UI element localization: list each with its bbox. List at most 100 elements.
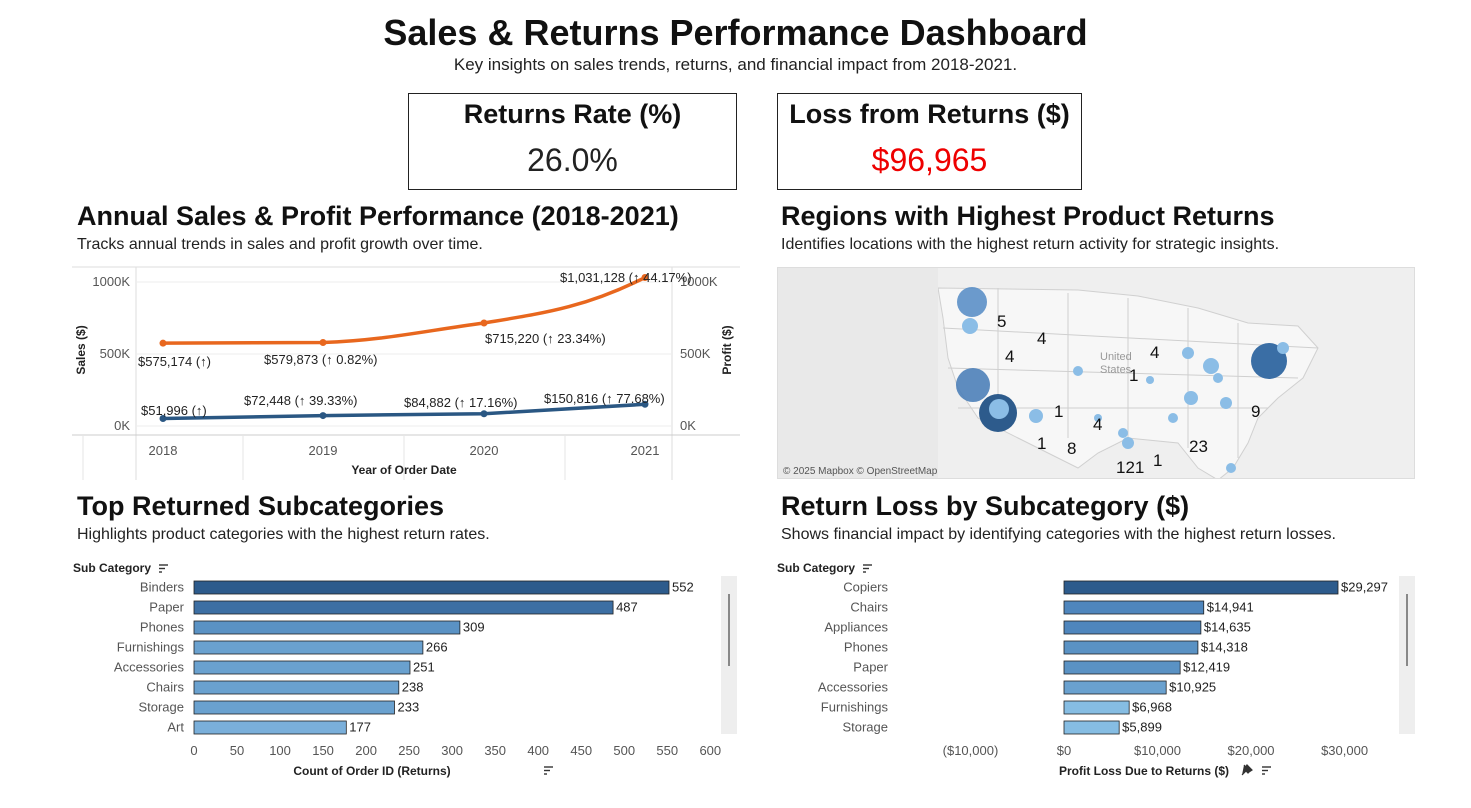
bar[interactable] [193,720,347,735]
map-bubble[interactable] [957,287,987,317]
x-tick: $30,000 [1321,743,1368,758]
return-loss-section-title: Return Loss by Subcategory ($) [781,491,1190,521]
y-tick-left: 1000K [92,274,130,289]
x-tick: 500 [613,743,635,758]
map-bubble[interactable] [1146,376,1154,384]
map-bubble[interactable] [1029,409,1043,423]
map-bubble[interactable] [962,318,978,334]
map-bubble[interactable] [1094,414,1102,422]
bar[interactable] [1063,580,1339,595]
category-label[interactable]: Furnishings [117,640,185,655]
map-bubble[interactable] [1168,413,1178,423]
bar[interactable] [1063,720,1120,735]
category-label[interactable]: Copiers [843,580,888,595]
sort-icon[interactable] [863,564,872,573]
top-returned-chart[interactable]: Binders 552 Paper 487 Phones 309 Furnishings 26… [70,558,740,783]
category-label[interactable]: Furnishings [821,700,889,715]
bar-value-label: 251 [413,660,435,675]
x-tick: 450 [570,743,592,758]
bar-value-label: 233 [397,700,419,715]
category-label[interactable]: Storage [138,700,184,715]
map-bubble[interactable] [1277,342,1289,354]
category-label[interactable]: Accessories [114,660,185,675]
profit-point[interactable] [480,410,488,418]
pin-icon[interactable] [1241,764,1253,776]
profit-point[interactable] [641,400,649,408]
dashboard-subtitle: Key insights on sales trends, returns, a… [453,55,1018,74]
y-tick-right: 1000K [680,274,718,289]
category-label[interactable]: Storage [842,720,888,735]
returns-rate-card: Returns Rate (%) 26.0% [408,93,737,190]
map-bubble[interactable] [1182,347,1194,359]
map-bubble[interactable] [1073,366,1083,376]
category-label[interactable]: Chairs [146,680,184,695]
sales-point[interactable] [641,274,649,282]
bar[interactable] [1063,700,1130,715]
profit-point[interactable] [159,415,167,423]
category-label[interactable]: Art [167,720,184,735]
sales-point[interactable] [319,338,327,346]
map-bubble[interactable] [1213,373,1223,383]
bar[interactable] [1063,660,1181,675]
map-attribution[interactable]: © 2025 Mapbox © OpenStreetMap [783,466,938,477]
map-bubble[interactable] [1226,463,1236,473]
annual-sales-profit-chart[interactable]: Sales ($) Profit ($) Year of Order Date … [72,262,740,480]
bar[interactable] [193,620,461,635]
category-label[interactable]: Paper [149,600,184,615]
ocean-west [778,268,938,478]
bar-value-label: 238 [402,680,424,695]
bar-value-label: $6,968 [1132,700,1172,715]
category-label[interactable]: Phones [140,620,185,635]
bar[interactable] [1063,600,1205,615]
category-label[interactable]: Accessories [818,680,889,695]
map-canvas[interactable]: 5 4 4 4 1 1 4 9 1 8 23 121 1 United State… [778,268,1415,479]
category-label[interactable]: Paper [853,660,888,675]
bar[interactable] [1063,620,1202,635]
axis-sort-icon[interactable] [544,766,553,775]
profit-line[interactable] [162,402,646,421]
loss-from-returns-card: Loss from Returns ($) $96,965 [777,93,1082,190]
bar-value-label: $14,941 [1207,600,1254,615]
map-bubble[interactable] [1118,428,1128,438]
map-label: 1 [1153,451,1162,470]
map-bubble[interactable] [1184,391,1198,405]
sort-icon[interactable] [159,564,168,573]
sales-point[interactable] [480,319,488,327]
map-bubble[interactable] [1220,397,1232,409]
bar[interactable] [1063,640,1199,655]
bar[interactable] [1063,680,1167,695]
category-label[interactable]: Binders [140,580,185,595]
scrollbar-thumb[interactable] [728,594,730,666]
bar-value-label: 309 [463,620,485,635]
category-label[interactable]: Chairs [850,600,888,615]
map-bubble[interactable] [989,399,1009,419]
scrollbar-thumb[interactable] [1406,594,1408,666]
map-bubble[interactable] [1203,358,1219,374]
loss-from-returns-value: $96,965 [871,142,988,178]
x-tick: 250 [398,743,420,758]
map-bubble[interactable] [956,368,990,402]
category-label[interactable]: Phones [844,640,889,655]
loss-from-returns-label: Loss from Returns ($) [789,99,1070,129]
bar[interactable] [193,700,395,715]
map-label: 121 [1116,458,1144,477]
bar[interactable] [193,680,400,695]
map-bubble[interactable] [1122,437,1134,449]
sales-point[interactable] [159,339,167,347]
bar[interactable] [193,640,424,655]
sales-data-label: $575,174 (↑) [138,354,211,369]
annual-section-subtitle: Tracks annual trends in sales and profit… [77,236,483,253]
x-tick: 2021 [631,443,660,458]
return-loss-chart[interactable]: Copiers $29,297 Chairs $14,941 Appliances $14… [774,558,1444,783]
map-bubble[interactable] [1251,343,1287,379]
profit-point[interactable] [319,412,327,420]
bar[interactable] [193,660,411,675]
axis-sort-icon[interactable] [1262,766,1271,775]
bar[interactable] [193,600,614,615]
bar[interactable] [193,580,670,595]
x-tick: $20,000 [1228,743,1275,758]
profit-data-label: $84,882 (↑ 17.16%) [404,395,517,410]
x-tick: 300 [441,743,463,758]
returns-map[interactable]: 5 4 4 4 1 1 4 9 1 8 23 121 1 United State… [777,267,1415,479]
category-label[interactable]: Appliances [824,620,888,635]
